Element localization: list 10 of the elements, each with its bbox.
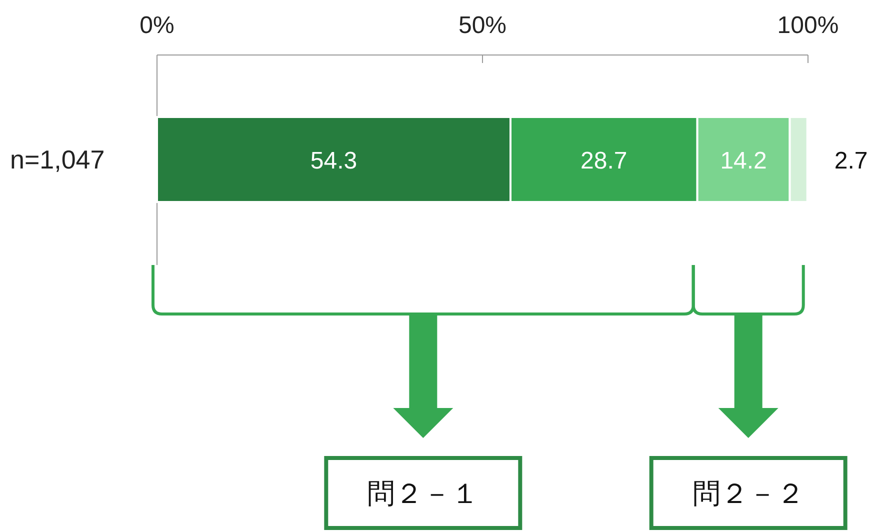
x-tick-label: 100% <box>777 12 839 39</box>
data-label: 2.7 <box>834 148 868 174</box>
text: 問２－２ <box>692 478 804 509</box>
data-label: 14.2 <box>720 148 767 174</box>
y-tick-label: n=1,047 <box>10 144 105 174</box>
data-label: 54.3 <box>310 148 358 174</box>
data-label: 28.7 <box>580 148 628 174</box>
x-tick-label: 0% <box>140 12 174 39</box>
x-tick-label: 50% <box>458 12 507 39</box>
text: 問２－１ <box>367 478 480 509</box>
